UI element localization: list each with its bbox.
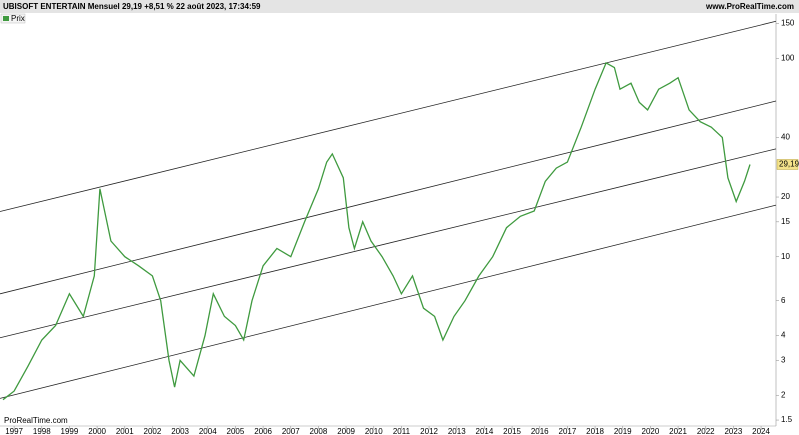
trend-line	[0, 20, 777, 212]
x-tick-label: 2020	[642, 427, 660, 435]
x-tick-label: 2005	[227, 427, 245, 435]
x-tick-label: 2011	[393, 427, 411, 435]
y-tick-label: 15	[781, 217, 790, 226]
y-tick-label: 1.5	[781, 415, 793, 424]
x-tick-label: 2002	[144, 427, 162, 435]
x-tick-label: 2014	[476, 427, 494, 435]
x-tick-label: 2013	[448, 427, 466, 435]
trend-line	[0, 100, 777, 295]
x-tick-label: 2001	[116, 427, 134, 435]
x-tick-label: 2023	[724, 427, 742, 435]
y-tick-label: 4	[781, 331, 786, 340]
x-tick-label: 2007	[282, 427, 300, 435]
x-tick-label: 2012	[420, 427, 438, 435]
x-tick-label: 2024	[752, 427, 770, 435]
legend-swatch	[3, 16, 9, 21]
header-bar	[0, 0, 799, 13]
watermark: ProRealTime.com	[4, 416, 68, 425]
x-tick-label: 2004	[199, 427, 217, 435]
x-tick-label: 2016	[531, 427, 549, 435]
x-tick-label: 2000	[88, 427, 106, 435]
y-tick-label: 10	[781, 252, 790, 261]
x-tick-label: 2003	[171, 427, 189, 435]
x-tick-label: 1999	[61, 427, 79, 435]
y-tick-label: 2	[781, 390, 786, 399]
x-tick-label: 1998	[33, 427, 51, 435]
price-line	[2, 61, 751, 401]
y-tick-label: 3	[781, 355, 786, 364]
x-tick-label: 1997	[5, 427, 23, 435]
x-tick-label: 2009	[337, 427, 355, 435]
x-tick-label: 2010	[365, 427, 383, 435]
x-tick-label: 2018	[586, 427, 604, 435]
y-tick-label: 100	[781, 54, 795, 63]
source: www.ProRealTime.com	[705, 2, 794, 11]
x-tick-label: 2008	[310, 427, 328, 435]
x-tick-label: 2015	[503, 427, 521, 435]
y-tick-label: 40	[781, 132, 790, 141]
legend	[0, 13, 26, 24]
chart-title: UBISOFT ENTERTAIN Mensuel 29,19 +8,51 % …	[3, 2, 261, 11]
y-tick-label: 6	[781, 296, 786, 305]
legend-label: Prix	[11, 14, 25, 23]
x-tick-label: 2017	[559, 427, 577, 435]
x-tick-label: 2021	[669, 427, 687, 435]
x-tick-label: 2006	[254, 427, 272, 435]
trend-line	[0, 148, 777, 339]
last-price-label: 29,19	[779, 160, 799, 169]
last-price-box	[776, 159, 799, 170]
x-tick-label: 2019	[614, 427, 632, 435]
y-tick-label: 150	[781, 19, 795, 28]
trend-line	[0, 204, 777, 399]
y-tick-label: 20	[781, 192, 790, 201]
x-tick-label: 2022	[697, 427, 715, 435]
